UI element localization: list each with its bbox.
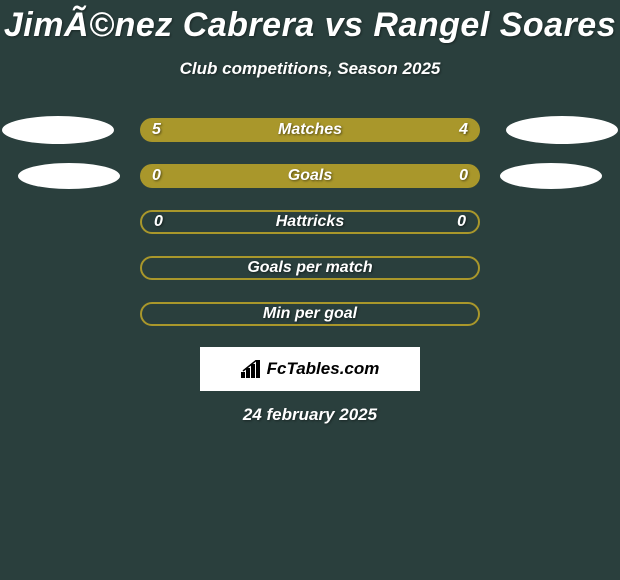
goals-left-value: 0 [152, 167, 161, 185]
row-hattricks: 0 Hattricks 0 [0, 199, 620, 245]
row-goals-per-match: Goals per match [0, 245, 620, 291]
subtitle: Club competitions, Season 2025 [0, 59, 620, 79]
bar-matches: 5 Matches 4 [140, 118, 480, 142]
goals-label: Goals [288, 167, 332, 185]
left-ellipse-goals [18, 163, 120, 189]
goals-right-value: 0 [459, 167, 468, 185]
bar-goals: 0 Goals 0 [140, 164, 480, 188]
matches-left-value: 5 [152, 121, 161, 139]
hattricks-right-value: 0 [457, 213, 466, 231]
matches-label: Matches [278, 121, 342, 139]
hattricks-left-value: 0 [154, 213, 163, 231]
hattricks-label: Hattricks [276, 213, 344, 231]
page-title: JimÃ©nez Cabrera vs Rangel Soares [0, 0, 620, 45]
bar-min-per-goal: Min per goal [140, 302, 480, 326]
logo-text: FcTables.com [267, 359, 380, 379]
chart-icon [241, 360, 263, 378]
matches-right-value: 4 [459, 121, 468, 139]
stats-container: 5 Matches 4 0 Goals 0 0 Hattricks 0 Goal… [0, 107, 620, 337]
logo-box: FcTables.com [200, 347, 420, 391]
right-ellipse-goals [500, 163, 602, 189]
right-ellipse-matches [506, 116, 618, 144]
min-per-goal-label: Min per goal [263, 305, 357, 323]
bar-goals-per-match: Goals per match [140, 256, 480, 280]
row-min-per-goal: Min per goal [0, 291, 620, 337]
bar-hattricks: 0 Hattricks 0 [140, 210, 480, 234]
left-ellipse-matches [2, 116, 114, 144]
logo: FcTables.com [241, 359, 380, 379]
row-matches: 5 Matches 4 [0, 107, 620, 153]
goals-per-match-label: Goals per match [247, 259, 372, 277]
date: 24 february 2025 [0, 405, 620, 425]
row-goals: 0 Goals 0 [0, 153, 620, 199]
